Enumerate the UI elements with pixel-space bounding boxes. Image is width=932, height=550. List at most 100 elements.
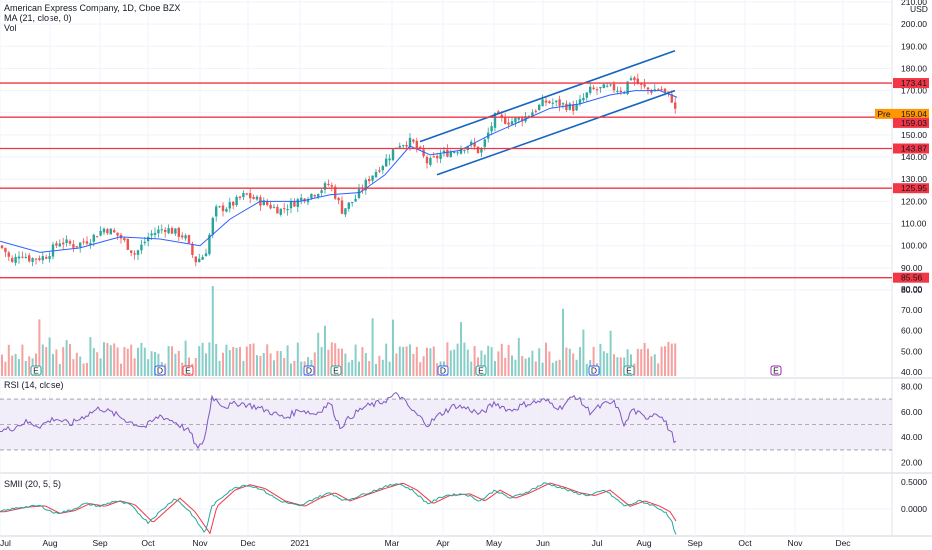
price-tick-label: 50.00 bbox=[901, 346, 923, 356]
marker-label: D bbox=[306, 366, 312, 376]
volume-bar bbox=[154, 351, 156, 376]
candle-body bbox=[201, 256, 204, 260]
candle-body bbox=[283, 208, 286, 210]
volume-bar bbox=[647, 348, 649, 376]
volume-bar bbox=[259, 355, 262, 376]
price-tick-label: 190.00 bbox=[901, 41, 927, 51]
volume-bar bbox=[545, 342, 547, 376]
candle-body bbox=[82, 241, 85, 243]
volume-bar bbox=[242, 361, 245, 376]
marker-label: E bbox=[626, 366, 632, 376]
earnings-marker bbox=[182, 365, 194, 376]
candle-body bbox=[215, 206, 218, 217]
volume-bar bbox=[143, 347, 146, 376]
candle-body bbox=[572, 104, 575, 111]
volume-bar bbox=[276, 350, 279, 376]
volume-bar bbox=[157, 353, 160, 376]
volume-bar bbox=[35, 353, 37, 376]
volume-bar bbox=[222, 352, 224, 376]
volume-bar bbox=[208, 342, 211, 376]
candle-body bbox=[609, 84, 612, 86]
candle-body bbox=[211, 217, 214, 235]
volume-bar bbox=[446, 342, 449, 376]
volume-bar bbox=[426, 347, 428, 376]
volume-bar bbox=[232, 346, 235, 376]
volume-bar bbox=[409, 344, 411, 376]
candle-body bbox=[157, 229, 160, 234]
volume-bar bbox=[500, 343, 503, 376]
candle-body bbox=[198, 258, 201, 262]
candle-body bbox=[89, 242, 92, 245]
volume-bar bbox=[235, 347, 238, 376]
volume-bar bbox=[548, 351, 551, 376]
candle-body bbox=[272, 206, 276, 208]
volume-bar bbox=[55, 349, 58, 376]
volume-bar bbox=[361, 347, 364, 376]
candle-body bbox=[626, 81, 629, 94]
candle-body bbox=[245, 193, 248, 195]
candle-body bbox=[419, 146, 422, 149]
volume-bar bbox=[351, 359, 354, 376]
candle-body bbox=[177, 227, 180, 237]
candle-body bbox=[174, 228, 177, 234]
candle-body bbox=[510, 121, 514, 125]
marker-label: E bbox=[33, 366, 39, 376]
volume-bar bbox=[75, 352, 78, 376]
candle-body bbox=[354, 198, 357, 202]
candle-body bbox=[429, 157, 432, 165]
volume-bar bbox=[113, 343, 116, 376]
candle-body bbox=[368, 178, 371, 182]
volume-bar bbox=[205, 353, 207, 376]
volume-bar bbox=[225, 344, 228, 376]
candle-body bbox=[565, 103, 568, 111]
pre-tag-bg bbox=[875, 108, 893, 119]
volume-bar bbox=[320, 347, 323, 376]
smii-legend: SMII (20, 5, 5) bbox=[4, 479, 62, 489]
candle-body bbox=[123, 237, 126, 241]
candle-body bbox=[255, 196, 259, 200]
volume-bar bbox=[575, 359, 578, 376]
time-axis-label: Oct bbox=[738, 538, 752, 548]
volume-bar bbox=[517, 337, 520, 376]
volume-bar bbox=[538, 348, 541, 376]
candle-body bbox=[561, 103, 565, 105]
volume-bar bbox=[568, 348, 571, 376]
candle-body bbox=[72, 244, 75, 248]
candle-body bbox=[136, 250, 140, 255]
candle-body bbox=[269, 204, 272, 209]
earnings-marker bbox=[330, 365, 342, 376]
volume-bar bbox=[228, 350, 231, 376]
volume-bar bbox=[103, 342, 105, 376]
candle-body bbox=[643, 84, 646, 87]
candle-body bbox=[612, 84, 616, 91]
candle-body bbox=[493, 112, 497, 128]
volume-bar bbox=[218, 360, 221, 376]
level-price-tag bbox=[893, 78, 929, 89]
candle-body bbox=[320, 190, 323, 194]
candle-body bbox=[446, 149, 449, 157]
earnings-marker bbox=[623, 365, 635, 376]
candle-body bbox=[650, 90, 653, 93]
volume-bar bbox=[592, 346, 595, 376]
candle-body bbox=[225, 208, 228, 212]
candle-body bbox=[296, 199, 299, 207]
candle-body bbox=[398, 145, 401, 148]
volume-bar bbox=[650, 356, 653, 376]
price-tick-label: 140.00 bbox=[901, 152, 927, 162]
smii-line bbox=[0, 482, 677, 535]
candle-body bbox=[340, 200, 344, 214]
candle-body bbox=[286, 208, 289, 211]
candle-body bbox=[252, 196, 255, 199]
volume-bar bbox=[657, 363, 660, 376]
volume-bar bbox=[198, 346, 201, 376]
volume-bar bbox=[7, 344, 10, 376]
time-axis-label: 2021 bbox=[291, 538, 310, 548]
candle-body bbox=[476, 146, 480, 154]
marker-label: D bbox=[591, 366, 597, 376]
volume-bar bbox=[664, 346, 666, 376]
volume-bar bbox=[167, 346, 170, 376]
candle-body bbox=[106, 229, 109, 234]
pre-tag-label: Pre bbox=[877, 109, 891, 119]
candle-body bbox=[402, 145, 405, 147]
